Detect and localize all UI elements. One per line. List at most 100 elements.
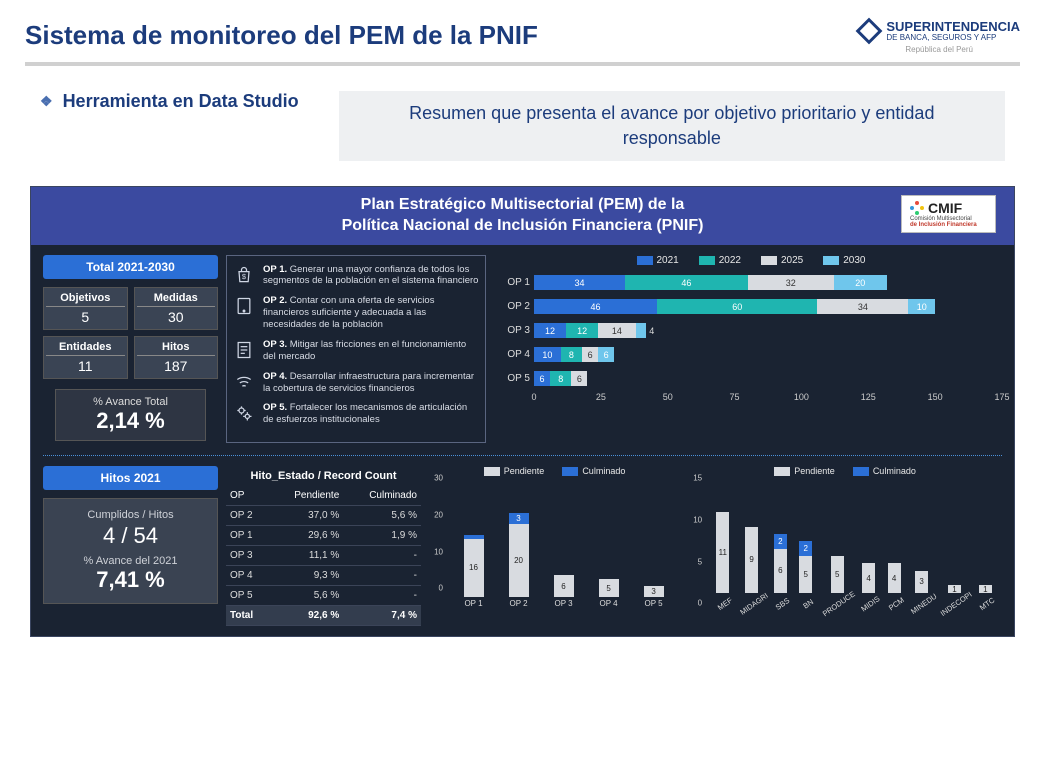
table-cell: 11,1 % xyxy=(269,546,343,566)
bar-pendiente: 11 xyxy=(716,512,729,593)
logo-country: República del Perú xyxy=(858,45,1020,54)
bar-segment: 60 xyxy=(657,299,817,314)
bar-segment: 10 xyxy=(534,347,561,362)
table-cell: 5,6 % xyxy=(343,506,421,526)
vbar-label: OP 5 xyxy=(645,600,663,608)
vbar-label: PRODUCE xyxy=(822,590,857,618)
dash-title-l1: Plan Estratégico Multisectorial (PEM) de… xyxy=(342,195,704,216)
legend-swatch xyxy=(853,467,869,476)
bar-pendiente: 5 xyxy=(599,579,619,597)
vbar-label: BN xyxy=(801,598,814,610)
stat-label: Objetivos xyxy=(46,292,125,304)
vbar-group: 6OP 3 xyxy=(541,478,586,608)
op-text: OP 3. Mitigar las fricciones en el funci… xyxy=(263,339,479,363)
vbar-group: 5 OP 4 xyxy=(586,478,631,608)
ops-list: $ OP 1. Generar una mayor confianza de to… xyxy=(226,255,486,444)
stat-value: 187 xyxy=(137,355,216,374)
stat-box: Medidas30 xyxy=(134,287,219,330)
sbs-logo: SUPERINTENDENCIA DE BANCA, SEGUROS Y AFP… xyxy=(858,20,1020,54)
x-tick: 150 xyxy=(928,392,943,402)
y-tick: 0 xyxy=(698,599,702,608)
vbar-group: 320OP 2 xyxy=(496,478,541,608)
stat-value: 30 xyxy=(137,306,216,325)
op-text: OP 1. Generar una mayor confianza de tod… xyxy=(263,264,479,288)
vbar-label: OP 4 xyxy=(600,600,618,608)
x-tick: 75 xyxy=(730,392,740,402)
table-row: OP 129,6 %1,9 % xyxy=(226,526,421,546)
y-tick: 0 xyxy=(439,584,443,593)
page-title: Sistema de monitoreo del PEM de la PNIF xyxy=(25,20,538,51)
table-cell: 1,9 % xyxy=(343,526,421,546)
op-row: $ OP 1. Generar una mayor confianza de to… xyxy=(233,264,479,288)
chart-by-op: PendienteCulminado 0102030 16OP 1320OP 2… xyxy=(429,466,680,626)
table-cell: 7,4 % xyxy=(343,606,421,626)
bag-icon: $ xyxy=(233,264,255,286)
y-tick: 5 xyxy=(698,557,702,566)
bar-segment: 6 xyxy=(534,371,550,386)
vbar-label: MIDIS xyxy=(860,595,881,613)
legend-label: 2022 xyxy=(719,255,741,266)
legend-item: Pendiente xyxy=(484,466,545,476)
cmif-name: CMIF xyxy=(928,200,962,216)
table-cell: OP 3 xyxy=(226,546,269,566)
stat-value: 5 xyxy=(46,306,125,325)
cmif-sub2: de Inclusión Financiera xyxy=(910,222,987,228)
table-cell: 37,0 % xyxy=(269,506,343,526)
subtitle-bullet: Herramienta en Data Studio xyxy=(63,91,299,112)
hitos-l1: Cumplidos / Hitos xyxy=(52,509,209,521)
stat-label: Hitos xyxy=(137,341,216,353)
bar-culminado: 2 xyxy=(799,541,812,556)
legend-label: 2021 xyxy=(657,255,679,266)
bar-pendiente: 20 xyxy=(509,524,529,597)
legend-item: 2021 xyxy=(637,255,679,266)
legend-item: Culminado xyxy=(853,466,916,476)
bar-segment: 46 xyxy=(534,299,657,314)
bar-segment: 34 xyxy=(534,275,625,290)
bar-segment: 6 xyxy=(571,371,587,386)
bar-segment: 34 xyxy=(817,299,908,314)
vbar-group: 9MIDAGRI xyxy=(736,478,768,608)
sbar-row: OP 31212144 xyxy=(500,320,1002,342)
legend-swatch xyxy=(761,256,777,265)
sbar-row: OP 5686 xyxy=(500,368,1002,390)
vbar-label: OP 2 xyxy=(509,600,527,608)
vbar-label: PCM xyxy=(887,596,905,612)
vbar-label: MINEDU xyxy=(909,592,938,615)
table-row: OP 237,0 %5,6 % xyxy=(226,506,421,526)
legend-swatch xyxy=(774,467,790,476)
bar-pendiente: 3 xyxy=(644,586,664,597)
avance-box: % Avance Total 2,14 % xyxy=(55,389,206,441)
gears-icon xyxy=(233,402,255,424)
bar-pendiente: 6 xyxy=(774,549,787,593)
table-cell: OP 1 xyxy=(226,526,269,546)
dashboard: Plan Estratégico Multisectorial (PEM) de… xyxy=(30,186,1015,637)
bar-segment: 10 xyxy=(908,299,935,314)
table-total-row: Total92,6 %7,4 % xyxy=(226,606,421,626)
stat-box: Entidades11 xyxy=(43,336,128,379)
svg-text:$: $ xyxy=(242,272,247,281)
table-row: OP 55,6 %- xyxy=(226,586,421,606)
avance-label: % Avance Total xyxy=(60,396,201,408)
bar-segment: 14 xyxy=(598,323,635,338)
y-tick: 20 xyxy=(434,510,443,519)
bar-segment: 46 xyxy=(625,275,748,290)
legend-item: Culminado xyxy=(562,466,625,476)
table-cell: OP 2 xyxy=(226,506,269,526)
vbar-group: 11MEF xyxy=(710,478,735,608)
bar-pendiente: 5 xyxy=(799,556,812,593)
vbar-group: 3 OP 5 xyxy=(631,478,676,608)
vbar-label: MTC xyxy=(979,596,997,611)
diamond-bullet-icon: ❖ xyxy=(40,93,53,110)
bar-segment: 8 xyxy=(550,371,571,386)
legend-label: 2025 xyxy=(781,255,803,266)
cmif-dots-icon xyxy=(910,201,924,215)
x-tick: 175 xyxy=(994,392,1009,402)
op-text: OP 2. Contar con una oferta de servicios… xyxy=(263,295,479,331)
bar-pendiente: 6 xyxy=(554,575,574,597)
hitos-box: Cumplidos / Hitos 4 / 54 % Avance del 20… xyxy=(43,498,218,604)
bar-segment: 12 xyxy=(534,323,566,338)
bar-pendiente: 4 xyxy=(888,563,901,592)
avance-value: 2,14 % xyxy=(60,408,201,434)
dash-header: Plan Estratégico Multisectorial (PEM) de… xyxy=(31,187,1014,245)
table-header: Culminado xyxy=(343,486,421,506)
